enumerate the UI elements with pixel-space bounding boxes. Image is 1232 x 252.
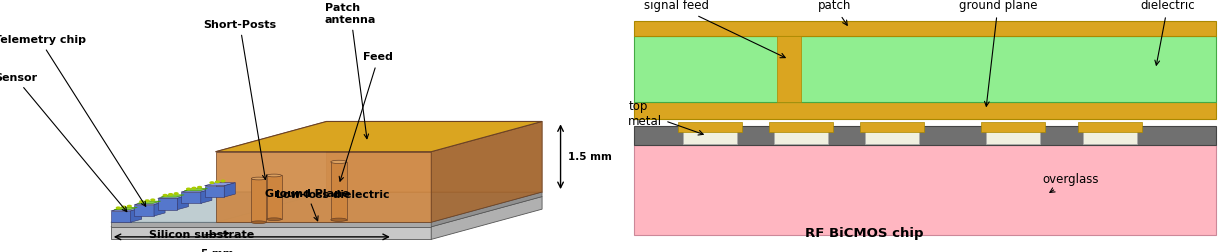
Circle shape [209, 182, 214, 183]
Polygon shape [224, 183, 235, 197]
Text: Patch
antenna: Patch antenna [325, 3, 376, 139]
Circle shape [150, 199, 155, 201]
Circle shape [222, 180, 225, 182]
Polygon shape [216, 121, 542, 152]
Text: RF BiCMOS chip: RF BiCMOS chip [806, 227, 924, 240]
Polygon shape [158, 195, 188, 198]
Bar [1078, 122, 1142, 132]
Polygon shape [205, 186, 224, 197]
Polygon shape [111, 211, 131, 222]
Bar [634, 37, 1216, 102]
Ellipse shape [266, 174, 281, 177]
Text: Telemetry chip: Telemetry chip [0, 35, 145, 206]
Polygon shape [111, 222, 431, 227]
Text: Short-Posts: Short-Posts [203, 20, 276, 179]
Circle shape [197, 186, 202, 188]
Bar [986, 130, 1040, 144]
Text: 5 mm: 5 mm [201, 249, 233, 252]
Text: 1.5 mm: 1.5 mm [568, 152, 612, 162]
Polygon shape [326, 121, 542, 192]
Ellipse shape [251, 177, 266, 180]
Polygon shape [158, 198, 177, 210]
Circle shape [169, 194, 172, 195]
Circle shape [216, 181, 219, 182]
Polygon shape [201, 189, 212, 203]
Circle shape [187, 188, 191, 190]
Circle shape [192, 187, 196, 189]
Polygon shape [177, 195, 188, 210]
Polygon shape [205, 183, 235, 186]
Polygon shape [185, 188, 207, 191]
Bar [683, 130, 737, 144]
Polygon shape [111, 208, 142, 211]
Text: top
metal: top metal [628, 100, 703, 135]
Bar [678, 122, 742, 132]
Bar [266, 175, 281, 219]
Bar [776, 37, 801, 102]
Ellipse shape [251, 221, 266, 224]
Ellipse shape [330, 160, 347, 164]
Polygon shape [431, 197, 542, 239]
Circle shape [117, 207, 121, 209]
Ellipse shape [330, 218, 347, 222]
Polygon shape [216, 121, 542, 152]
Polygon shape [181, 192, 201, 203]
Text: Silicon substrate: Silicon substrate [149, 230, 255, 240]
Polygon shape [111, 192, 326, 222]
Text: patch: patch [818, 0, 851, 25]
Bar [865, 130, 919, 144]
Bar [1083, 130, 1137, 144]
Bar [769, 122, 833, 132]
Polygon shape [181, 189, 212, 192]
Text: Sensor: Sensor [0, 73, 127, 212]
Text: dielectric: dielectric [1141, 0, 1195, 65]
Text: Low-loss dielectric: Low-loss dielectric [276, 191, 389, 200]
Polygon shape [160, 195, 185, 197]
Bar [774, 130, 828, 144]
Polygon shape [216, 152, 431, 222]
Text: signal feed: signal feed [644, 0, 785, 58]
Circle shape [140, 201, 144, 202]
Bar [860, 122, 924, 132]
Text: ground plane: ground plane [958, 0, 1037, 106]
Polygon shape [113, 207, 138, 210]
Polygon shape [131, 208, 142, 222]
Polygon shape [138, 201, 160, 203]
Circle shape [175, 193, 179, 194]
Bar [981, 122, 1045, 132]
Circle shape [122, 206, 126, 208]
Text: Ground Plane: Ground Plane [265, 188, 350, 221]
Bar [330, 162, 347, 220]
Polygon shape [154, 202, 165, 216]
Ellipse shape [266, 218, 281, 221]
Circle shape [145, 200, 149, 202]
Polygon shape [431, 121, 542, 222]
Text: Feed: Feed [339, 52, 393, 181]
Polygon shape [431, 192, 542, 227]
Bar [251, 178, 266, 222]
Polygon shape [134, 205, 154, 216]
Bar [634, 102, 1216, 119]
Polygon shape [134, 202, 165, 205]
Bar [634, 126, 1216, 145]
Polygon shape [111, 192, 542, 222]
Bar [634, 145, 1216, 235]
Polygon shape [111, 197, 542, 227]
Circle shape [163, 195, 168, 196]
Bar [634, 21, 1216, 37]
Text: overglass: overglass [1042, 173, 1099, 193]
Polygon shape [111, 227, 431, 239]
Circle shape [128, 205, 132, 207]
